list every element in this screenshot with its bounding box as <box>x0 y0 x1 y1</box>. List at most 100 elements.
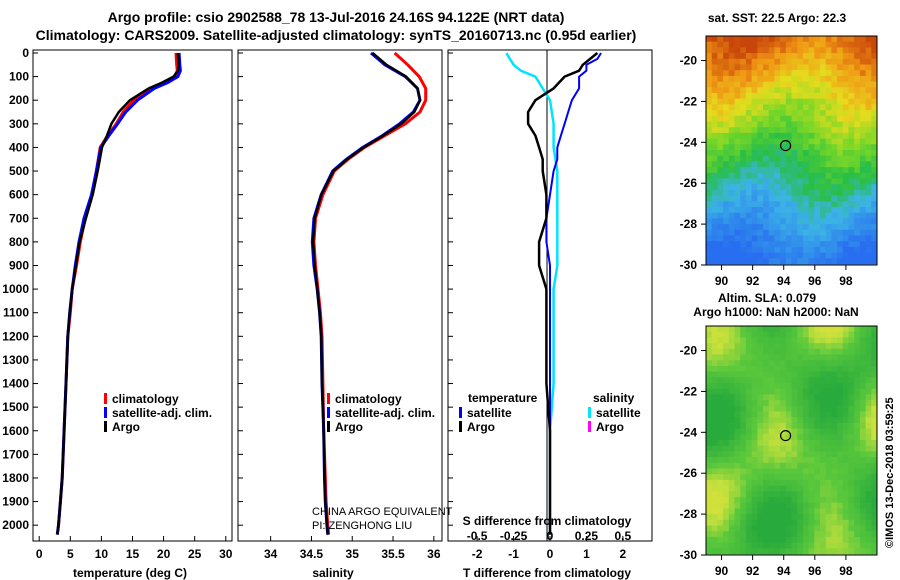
map-cell <box>734 212 741 219</box>
map-cell <box>768 428 775 435</box>
map-cell <box>763 360 770 367</box>
map-cell <box>706 64 713 71</box>
map-cell <box>785 172 792 179</box>
map-cell <box>859 155 866 162</box>
map-cell <box>842 212 849 219</box>
map-cell <box>745 241 752 248</box>
map-cell <box>774 405 781 412</box>
map-cell <box>785 75 792 82</box>
map-cell <box>808 445 815 452</box>
map-cell <box>785 502 792 509</box>
map-cell <box>780 474 787 481</box>
map-cell <box>757 434 764 441</box>
map-cell <box>797 252 804 259</box>
map-cell <box>757 514 764 521</box>
map-cell <box>848 417 855 424</box>
legend-salinity-title: salinity <box>593 391 635 405</box>
map-cell <box>780 132 787 139</box>
map-cell <box>728 343 735 350</box>
map-cell <box>837 531 844 538</box>
map-cell <box>837 474 844 481</box>
map-cell <box>831 189 838 196</box>
map-cell <box>745 400 752 407</box>
map-cell <box>740 201 747 208</box>
map-cell <box>723 47 730 54</box>
map-cell <box>871 53 878 60</box>
map-cell <box>808 434 815 441</box>
map-cell <box>723 360 730 367</box>
map-cell <box>865 411 872 418</box>
map-cell <box>859 343 866 350</box>
map-cell <box>785 104 792 111</box>
map-cell <box>774 184 781 191</box>
map-cell <box>723 70 730 77</box>
map-cell <box>814 485 821 492</box>
map-cell <box>780 514 787 521</box>
map-cell <box>865 132 872 139</box>
map-cell <box>763 98 770 105</box>
map-cell <box>785 445 792 452</box>
map-cell <box>768 440 775 447</box>
map-cell <box>808 479 815 486</box>
map-cell <box>831 36 838 43</box>
map-cell <box>859 36 866 43</box>
map-cell <box>820 195 827 202</box>
map-cell <box>757 195 764 202</box>
map-cell <box>865 468 872 475</box>
map-cell <box>745 343 752 350</box>
map-cell <box>848 474 855 481</box>
map-cell <box>728 485 735 492</box>
map-cell <box>814 70 821 77</box>
map-cell <box>706 422 713 429</box>
map-cell <box>763 201 770 208</box>
map-cell <box>842 405 849 412</box>
map-cell <box>837 394 844 401</box>
map-cell <box>706 47 713 54</box>
map-cell <box>785 47 792 54</box>
map-cell <box>820 75 827 82</box>
map-cell <box>825 184 832 191</box>
map-cell <box>711 383 718 390</box>
map-cell <box>854 525 861 532</box>
map-cell <box>802 132 809 139</box>
map-cell <box>854 474 861 481</box>
map-cell <box>745 502 752 509</box>
map-cell <box>734 491 741 498</box>
map-cell <box>728 195 735 202</box>
map-cell <box>831 508 838 515</box>
map-cell <box>871 514 878 521</box>
map-cell <box>757 485 764 492</box>
map-cell <box>706 343 713 350</box>
map-cell <box>820 36 827 43</box>
map-cell <box>763 229 770 236</box>
map-cell <box>865 519 872 526</box>
map-cell <box>780 440 787 447</box>
map-cell <box>745 508 752 515</box>
map-cell <box>808 150 815 157</box>
map-cell <box>757 525 764 532</box>
map-cell <box>734 474 741 481</box>
legend-temperature-title: temperature <box>468 391 538 405</box>
map-cell <box>728 405 735 412</box>
map-cell <box>814 337 821 344</box>
map-cell <box>780 195 787 202</box>
map-cell <box>797 161 804 168</box>
map-cell <box>723 457 730 464</box>
map-cell <box>751 93 758 100</box>
map-cell <box>831 110 838 117</box>
map-cell <box>814 536 821 543</box>
map-cell <box>831 536 838 543</box>
map-cell <box>734 138 741 145</box>
map-cell <box>842 41 849 48</box>
map-cell <box>717 161 724 168</box>
map-cell <box>859 115 866 122</box>
map-cell <box>717 110 724 117</box>
map-cell <box>814 258 821 265</box>
map-cell <box>825 47 832 54</box>
map-cell <box>859 468 866 475</box>
map-cell <box>734 360 741 367</box>
map-cell <box>871 422 878 429</box>
map-cell <box>865 155 872 162</box>
map-cell <box>734 75 741 82</box>
map-cell <box>768 218 775 225</box>
